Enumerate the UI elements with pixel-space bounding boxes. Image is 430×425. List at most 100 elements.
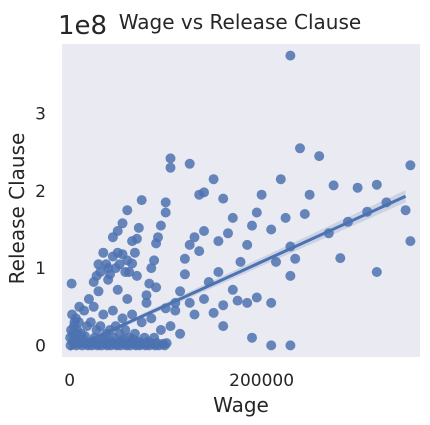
data-point — [129, 247, 140, 258]
data-point — [227, 212, 238, 223]
data-point — [208, 174, 219, 185]
data-point — [299, 209, 310, 219]
data-point — [189, 232, 200, 243]
data-point — [266, 340, 277, 351]
data-point — [235, 256, 246, 267]
data-point — [352, 182, 363, 193]
regression-line — [69, 194, 407, 351]
data-point — [107, 305, 118, 316]
y-tick-label: 2 — [35, 182, 46, 202]
data-point — [400, 205, 411, 216]
y-offset-label: 1e8 — [58, 11, 107, 41]
data-point — [232, 295, 243, 306]
data-point — [256, 189, 267, 200]
data-point — [285, 270, 296, 281]
data-point — [136, 317, 147, 328]
x-axis-label: Wage — [213, 393, 269, 417]
data-point — [160, 197, 171, 208]
data-point — [133, 222, 144, 233]
data-point — [66, 278, 77, 289]
data-point — [127, 236, 138, 247]
data-point — [184, 239, 195, 250]
data-point — [127, 309, 138, 320]
data-point — [251, 292, 262, 303]
data-point — [213, 267, 224, 277]
data-point — [83, 294, 94, 304]
data-point — [218, 300, 229, 311]
data-point — [149, 255, 160, 266]
y-tick-label: 1 — [35, 259, 46, 279]
data-point — [218, 321, 229, 332]
data-point — [155, 325, 166, 335]
data-point — [141, 297, 152, 308]
data-point — [131, 270, 142, 281]
data-point — [405, 160, 416, 171]
data-point — [93, 286, 104, 297]
data-point — [179, 253, 190, 264]
data-point — [184, 297, 195, 308]
data-point — [208, 307, 219, 318]
data-point — [295, 143, 305, 154]
data-point — [199, 226, 209, 236]
data-point — [165, 162, 176, 173]
data-point — [85, 317, 96, 328]
data-point — [335, 253, 346, 264]
plot-area — [62, 44, 420, 357]
data-point — [165, 153, 176, 164]
data-point — [165, 321, 176, 332]
data-point — [120, 325, 131, 335]
data-point — [160, 207, 171, 218]
data-point — [314, 151, 325, 162]
data-point — [275, 174, 286, 185]
data-point — [247, 332, 257, 343]
data-point — [72, 332, 83, 343]
data-point — [247, 220, 257, 231]
data-point — [155, 220, 166, 231]
data-point — [122, 205, 133, 216]
data-point — [175, 328, 186, 339]
data-point — [120, 267, 131, 277]
data-point — [146, 313, 157, 324]
data-point — [117, 218, 128, 229]
data-point — [266, 224, 277, 235]
data-point — [213, 236, 224, 247]
data-point — [290, 253, 301, 264]
data-point — [79, 305, 90, 316]
data-point — [141, 290, 152, 301]
data-point — [151, 282, 162, 293]
x-tick-label: 200000 — [229, 371, 294, 391]
data-point — [161, 338, 172, 349]
data-point — [101, 259, 112, 270]
data-point — [98, 247, 109, 258]
y-tick-label: 0 — [35, 336, 46, 356]
data-point — [405, 236, 416, 247]
data-point — [88, 277, 99, 287]
data-point — [170, 305, 181, 316]
data-point — [122, 294, 133, 304]
data-point — [107, 232, 118, 243]
data-point — [107, 251, 118, 262]
data-point — [136, 195, 147, 206]
y-tick-label: 3 — [35, 105, 46, 125]
y-axis-label: Release Clause — [5, 133, 29, 285]
chart-title: Wage vs Release Clause — [119, 10, 361, 34]
x-tick-label: 0 — [64, 371, 75, 391]
data-point — [271, 256, 281, 267]
data-point — [328, 180, 339, 191]
data-point — [223, 228, 233, 239]
data-point — [184, 158, 195, 169]
data-point — [194, 189, 205, 200]
data-point — [95, 321, 106, 332]
data-point — [175, 286, 186, 297]
data-point — [371, 267, 382, 277]
data-point — [266, 297, 277, 308]
data-point — [199, 294, 209, 304]
data-point — [93, 259, 104, 270]
data-point — [285, 50, 296, 61]
data-point — [146, 263, 157, 274]
data-point — [242, 239, 253, 250]
data-point — [117, 313, 128, 324]
data-point — [242, 297, 253, 308]
data-point — [371, 179, 382, 190]
